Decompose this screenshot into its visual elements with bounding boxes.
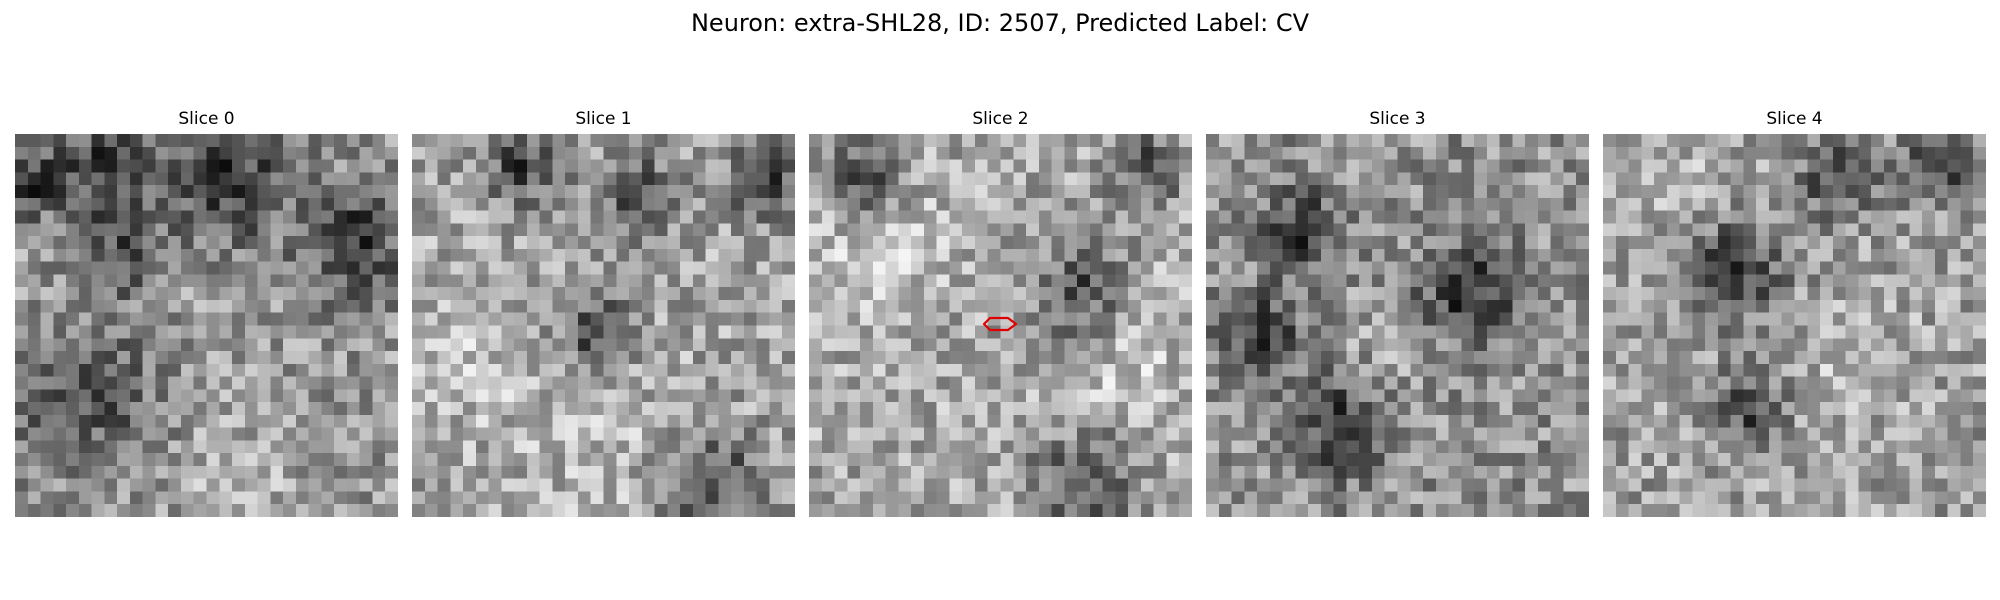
slice-image (809, 134, 1192, 517)
roi-contour-outline (982, 316, 1018, 332)
slice-raster (1206, 134, 1589, 517)
slice-panel-1: Slice 1 (412, 108, 795, 517)
slice-panel-0: Slice 0 (15, 108, 398, 517)
slice-panel-4: Slice 4 (1603, 108, 1986, 517)
slice-raster (15, 134, 398, 517)
slice-title: Slice 1 (575, 109, 632, 129)
slice-title: Slice 2 (972, 109, 1029, 129)
roi-contour (982, 316, 1018, 332)
slice-raster (1603, 134, 1986, 517)
slice-panel-2: Slice 2 (809, 108, 1192, 517)
slice-panel-3: Slice 3 (1206, 108, 1589, 517)
slice-raster (412, 134, 795, 517)
slice-image (1206, 134, 1589, 517)
slice-title: Slice 3 (1369, 109, 1426, 129)
slice-image (412, 134, 795, 517)
figure-title: Neuron: extra-SHL28, ID: 2507, Predicted… (690, 9, 1310, 37)
slice-title: Slice 4 (1766, 109, 1823, 129)
slice-title: Slice 0 (178, 109, 235, 129)
slice-image (15, 134, 398, 517)
slice-raster (809, 134, 1192, 517)
slice-image (1603, 134, 1986, 517)
